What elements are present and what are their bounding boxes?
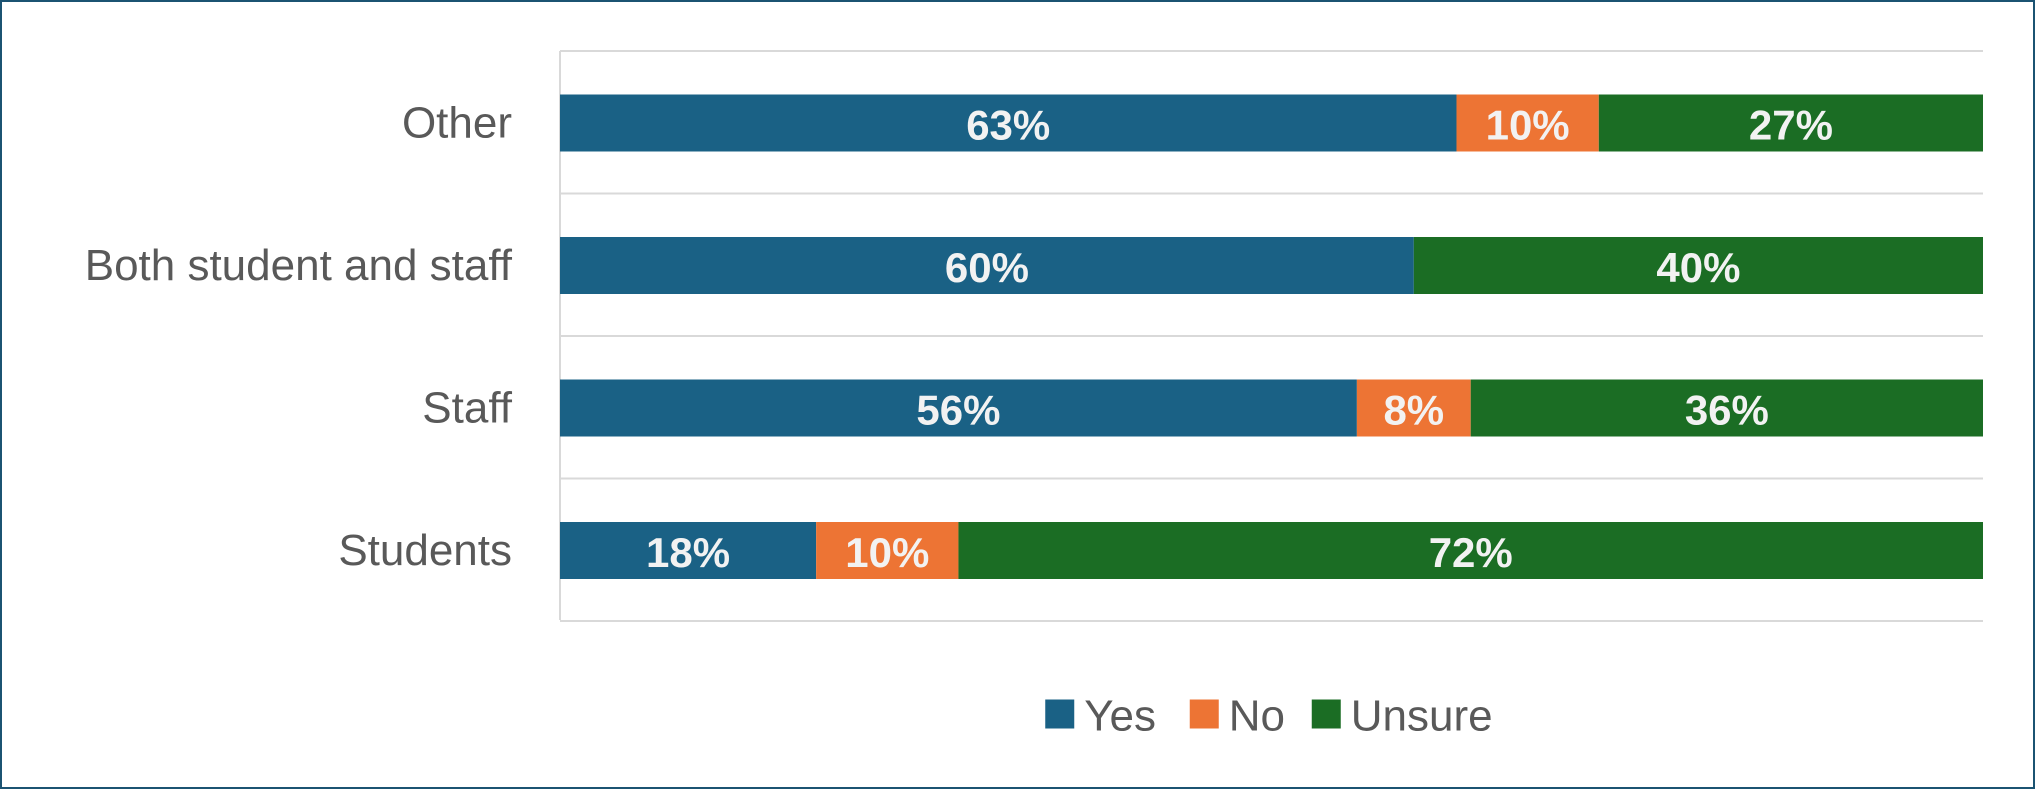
data-label-no-students: 10% [845,529,929,576]
category-label-other: Other [402,99,512,148]
legend-swatch-unsure [1311,699,1341,729]
category-labels: Other Both student and staff Staff Students [85,99,513,576]
data-label-yes-other: 63% [966,102,1050,149]
bar-no-staff [1356,379,1471,437]
bar-yes-other [560,94,1457,152]
legend-label-unsure: Unsure [1351,692,1493,741]
category-label-staff: Staff [422,384,512,433]
data-label-yes-staff: 56% [916,387,1000,434]
bar-no-students [816,522,959,579]
data-label-yes-students: 18% [646,529,730,576]
category-label-both-student-and-staff: Both student and staff [85,241,513,290]
bar-unsure-staff [1470,379,1983,437]
data-labels: 63% 10% 27% 60% 40% 56% 8% 36% 18% 10% 72% [646,102,1833,577]
data-label-unsure-other: 27% [1749,102,1833,149]
legend-swatch-yes [1045,699,1075,729]
bar-yes-both-student-and-staff [560,237,1414,294]
bar-unsure-other [1598,94,1983,152]
bars [560,94,1984,579]
data-label-unsure-both-student-and-staff: 40% [1656,244,1740,291]
category-label-students: Students [338,526,512,575]
bar-yes-students [560,522,817,579]
bar-unsure-both-student-and-staff [1413,237,1983,294]
bar-unsure-students [958,522,1984,579]
bar-no-other [1456,94,1599,152]
data-label-unsure-staff: 36% [1685,387,1769,434]
legend-label-yes: Yes [1084,692,1156,741]
bar-yes-staff [560,379,1357,437]
legend-swatch-no [1189,699,1219,729]
legend-item-unsure: Unsure [1311,692,1493,741]
legend-item-yes: Yes [1045,692,1156,741]
legend-item-no: No [1189,692,1285,741]
legend: Yes No Unsure [1045,692,1493,741]
data-label-yes-both-student-and-staff: 60% [945,244,1029,291]
data-label-no-staff: 8% [1383,387,1444,434]
legend-label-no: No [1229,692,1285,741]
data-label-no-other: 10% [1486,102,1570,149]
data-label-unsure-students: 72% [1429,529,1513,576]
